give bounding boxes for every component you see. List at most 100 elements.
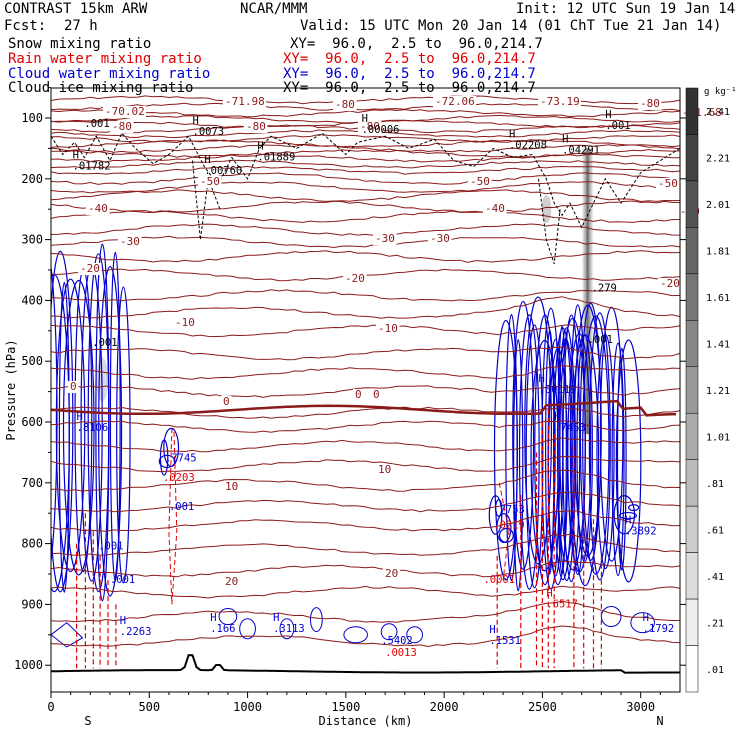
y-tick-label: 1000 [14,658,43,672]
extremum-value: .01889 [257,152,295,164]
temperature-label-bg [638,98,662,110]
extremum-value: .02208 [509,139,547,151]
temperature-contour-label: 10 [225,480,238,493]
extremum-value: .001 [110,574,135,586]
extremum-marker: H [77,411,83,423]
colorbar-label: .41 [706,572,724,583]
temperature-contour-label: -80 [246,120,266,133]
rain-water-contour [498,482,510,581]
temperature-contour [51,149,681,158]
colorbar-segment [685,366,699,414]
temperature-label-bg [110,121,134,133]
temperature-contour [50,510,681,532]
temperature-contour-label: 10 [378,463,391,476]
temperature-contour [50,159,681,169]
extremum-value: .1792 [643,623,675,635]
temperature-contour-label: -71.98 [225,95,265,108]
field-cloudwater-name: Cloud water mixing ratio [8,66,211,82]
cloud-water-contour [62,279,95,576]
low-cloud-water-contour [309,607,323,633]
cloud-water-contour [557,327,576,582]
colorbar-label: 1.41 [706,340,730,351]
y-tick-label: 600 [21,415,43,429]
extremum-marker: H [257,141,263,153]
cloud-water-contour [559,317,587,571]
temperature-contour-label: -70.02 [105,105,145,118]
temperature-contour [50,533,681,556]
low-cloud-water-contour [343,626,368,644]
extremum-marker: H [605,109,611,121]
center-title: NCAR/MMM [240,1,308,17]
temperature-contour [50,585,681,599]
temperature-contour-label: -50 [658,177,678,190]
extremum-value: .1531 [489,635,521,647]
colorbar-segment [685,134,699,182]
extremum-value: .5402 [381,635,413,647]
north-end-label: N [656,714,663,728]
extremum-value: .001 [98,541,123,553]
temperature-contour [50,437,680,453]
temperature-label-bg [223,481,240,493]
temperature-contour [50,109,681,118]
x-tick-label: 2500 [528,700,557,714]
low-cloud-water-contour [218,608,238,626]
temperature-label-bg [538,96,581,108]
extremum-marker: H [643,612,649,624]
field-rain-xy: XY= 96.0, 2.5 to 96.0,214.7 [283,51,536,67]
cloud-water-contour [158,454,176,469]
temperature-label-bg [658,278,682,290]
surface-terrain-line [50,654,680,674]
temperature-contour-label: 0 [70,380,77,393]
temperature-contour [50,189,681,203]
extremum-value: .001 [84,118,109,130]
extremum-value: .7753 [493,504,525,516]
extremum-marker: H [73,150,79,162]
extremum-value: .0001 [483,574,515,586]
cloud-water-contour [488,495,503,535]
cloud-water-contour [55,278,86,573]
y-tick-label: 300 [21,233,43,247]
temperature-label-bg [358,121,382,133]
x-tick-label: 0 [47,700,54,714]
y-tick-label: 200 [21,172,43,186]
temperature-label-bg [371,389,382,401]
temperature-label-bg [86,203,110,215]
temperature-label-bg [428,233,452,245]
extremum-marker: H [625,514,631,526]
temperature-contour [50,181,681,194]
temperature-label-bg [173,317,197,329]
temperature-contour [50,235,681,249]
temperature-contour [50,625,681,648]
cloud-water-contour [163,427,180,467]
temperature-contour [50,491,681,513]
x-axis-label: Distance (km) [319,714,413,728]
temperature-contour-label: 0 [373,388,380,401]
temperature-contour-label: -20 [80,262,100,275]
extremum-value: .7453 [554,422,586,434]
cloud-water-contour [599,306,624,562]
colorbar-label: 2.01 [706,200,730,211]
temperature-contour [50,365,681,380]
extremum-marker: H [193,115,199,127]
colorbar-segment [685,598,699,646]
temperature-contour-label: -50 [470,175,490,188]
extremum-value: .04291 [562,144,600,156]
x-tick-label: 1000 [233,700,262,714]
temperature-contour-label: -73.19 [540,95,580,108]
temperature-contour [50,385,681,398]
y-axis-label: Pressure (hPa) [4,339,18,440]
cloud-water-contour [582,315,610,575]
extremum-marker: H [120,615,126,627]
temperature-label-bg [376,464,393,476]
temperature-contour-label: -80 [335,98,355,111]
extremum-marker: H [273,612,279,624]
temperature-contour-label: -10 [175,316,195,329]
extremum-value: .00760 [204,165,242,177]
x-tick-label: 2000 [430,700,459,714]
temperature-label-bg [376,323,400,335]
y-tick-label: 900 [21,597,43,611]
temperature-label-bg [68,381,79,393]
low-cloud-water-contour [380,623,398,641]
south-end-label: S [84,714,91,728]
